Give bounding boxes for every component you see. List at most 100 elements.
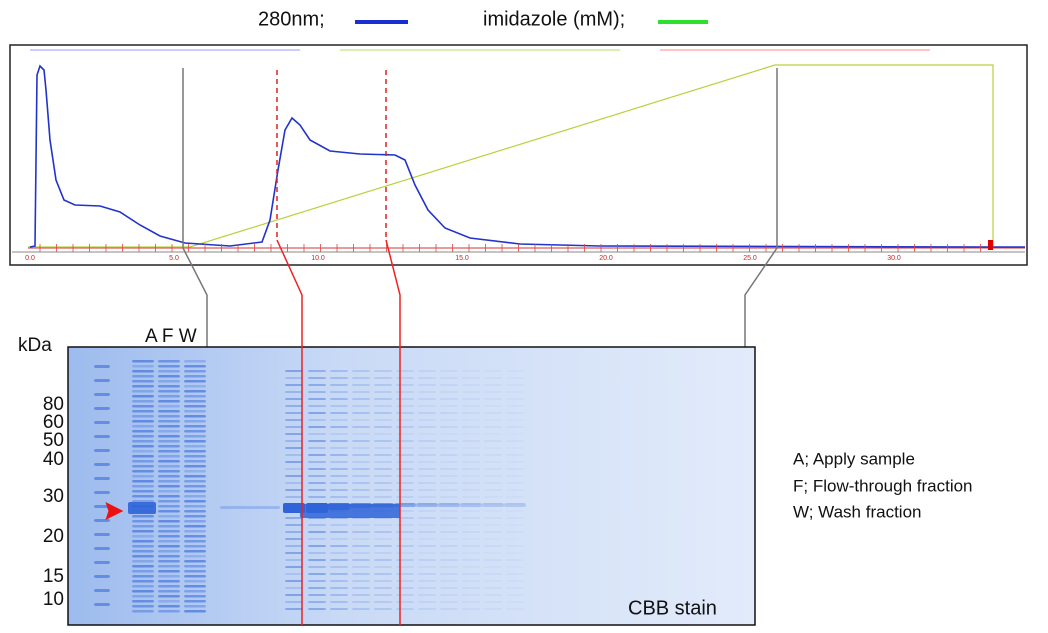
band [184, 495, 206, 498]
band [418, 559, 436, 561]
band [285, 552, 303, 554]
band [158, 610, 180, 613]
band [484, 545, 502, 547]
band [440, 482, 458, 484]
band [374, 475, 392, 477]
band [158, 410, 180, 413]
band [484, 482, 502, 484]
band [308, 447, 326, 449]
band [484, 433, 502, 435]
band [440, 580, 458, 582]
band [506, 587, 524, 589]
band [158, 485, 180, 488]
band [484, 587, 502, 589]
band [308, 398, 326, 400]
marker-label: 60 [43, 412, 64, 433]
chrom-frame [9, 44, 1028, 266]
band [374, 405, 392, 407]
band [158, 500, 180, 503]
band [184, 555, 206, 558]
band [94, 393, 110, 396]
band [94, 463, 110, 466]
band [184, 490, 206, 493]
band [462, 531, 480, 533]
band [396, 538, 414, 540]
band [158, 530, 180, 533]
band [158, 375, 180, 378]
band [132, 500, 154, 503]
band [506, 580, 524, 582]
band [132, 485, 154, 488]
band [330, 412, 348, 414]
band [132, 470, 154, 473]
band [184, 605, 206, 608]
gel-unit: kDa [18, 335, 52, 356]
band [396, 426, 414, 428]
band [330, 370, 348, 372]
band [285, 489, 303, 491]
band [418, 384, 436, 386]
absorbance-trace [29, 64, 1025, 248]
band [158, 440, 180, 443]
band [352, 426, 370, 428]
band [462, 482, 480, 484]
band [440, 412, 458, 414]
band [418, 405, 436, 407]
band [285, 426, 303, 428]
band [330, 587, 348, 589]
band [484, 377, 502, 379]
band [132, 445, 154, 448]
band [440, 454, 458, 456]
band [158, 590, 180, 593]
band [184, 500, 206, 503]
band [484, 440, 502, 442]
band [308, 580, 326, 582]
band [285, 440, 303, 442]
band [184, 590, 206, 593]
band [440, 524, 458, 526]
band [396, 482, 414, 484]
band [396, 573, 414, 575]
band [158, 555, 180, 558]
band [352, 552, 370, 554]
band [462, 601, 480, 603]
band [462, 440, 480, 442]
band [418, 391, 436, 393]
band [484, 566, 502, 568]
gel-frame [67, 346, 756, 626]
band [132, 490, 154, 493]
band [158, 560, 180, 563]
band [396, 559, 414, 561]
band [374, 559, 392, 561]
band [285, 580, 303, 582]
band [132, 535, 154, 538]
band [94, 575, 110, 578]
band [396, 419, 414, 421]
band [158, 395, 180, 398]
band [184, 360, 206, 363]
band [308, 496, 326, 498]
band [308, 587, 326, 589]
band [418, 503, 436, 505]
x-tick-label: 25.0 [743, 255, 757, 262]
band [504, 503, 526, 507]
band [462, 454, 480, 456]
band [462, 538, 480, 540]
band [374, 461, 392, 463]
band [352, 377, 370, 379]
band [440, 552, 458, 554]
band [184, 415, 206, 418]
band [440, 587, 458, 589]
band [308, 468, 326, 470]
band [352, 454, 370, 456]
band [330, 475, 348, 477]
band [184, 510, 206, 513]
band [440, 601, 458, 603]
band [374, 531, 392, 533]
band [184, 535, 206, 538]
band [396, 440, 414, 442]
band [462, 587, 480, 589]
band [158, 605, 180, 608]
band [184, 385, 206, 388]
band [418, 524, 436, 526]
